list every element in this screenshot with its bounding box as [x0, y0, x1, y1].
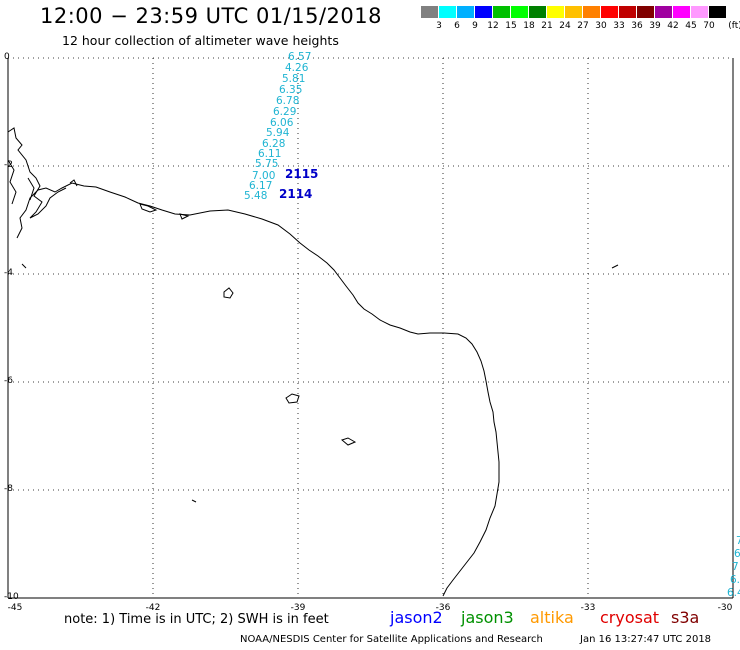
scale-label: 45 — [685, 21, 697, 31]
track-time-label: 2114 — [279, 187, 313, 201]
island-fernando-de-noronha — [285, 393, 300, 404]
satellite-label-jason2: jason2 — [390, 608, 443, 627]
scale-label: 70 — [703, 21, 715, 31]
coastline-northern-islands — [7, 127, 78, 219]
scale-unit-label: (ft) — [728, 21, 740, 31]
scale-label: 36 — [631, 21, 643, 31]
scale-swatch — [691, 6, 708, 18]
scale-label: 39 — [649, 21, 661, 31]
longitude-label: -39 — [290, 603, 306, 613]
wave-height-value-edge: 7 — [732, 561, 739, 573]
latitude-label: -10 — [4, 592, 19, 602]
wave-height-value: 6.35 — [279, 84, 303, 96]
scale-label: 3 — [436, 21, 442, 31]
latitude-label: -6 — [4, 376, 13, 386]
coastline-south-america — [16, 182, 500, 597]
wave-height-value: 5.94 — [266, 127, 290, 139]
scale-label: 27 — [577, 21, 589, 31]
scale-swatch — [457, 6, 474, 18]
scale-label: 12 — [487, 21, 499, 31]
scale-swatch — [529, 6, 546, 18]
track-time-label: 2115 — [285, 167, 319, 181]
scale-swatch — [511, 6, 528, 18]
lat-lon-grid — [7, 57, 734, 599]
scale-label: 21 — [541, 21, 553, 31]
scale-label: 6 — [454, 21, 460, 31]
footer-note: note: 1) Time is in UTC; 2) SWH is in fe… — [64, 612, 329, 627]
scale-swatch — [583, 6, 600, 18]
scale-swatch — [673, 6, 690, 18]
longitude-label: -36 — [435, 603, 451, 613]
scale-label: 18 — [523, 21, 535, 31]
satellite-label-altika: altika — [530, 608, 574, 627]
credit-text: NOAA/NESDIS Center for Satellite Applica… — [240, 634, 543, 645]
wave-height-value: 6.06 — [270, 117, 294, 129]
wave-height-value-edge: 6.4 — [727, 587, 740, 599]
longitude-label: -33 — [580, 603, 596, 613]
scale-swatch — [421, 6, 438, 18]
latitude-label: -4 — [4, 268, 13, 278]
scale-label: 30 — [595, 21, 607, 31]
scale-swatch — [709, 6, 726, 18]
wave-height-value: 5.48 — [244, 190, 268, 202]
scale-label: 42 — [667, 21, 679, 31]
wave-height-value: 7.00 — [252, 170, 276, 182]
generated-timestamp: Jan 16 13:27:47 UTC 2018 — [580, 634, 712, 645]
wave-height-value: 4.26 — [285, 62, 309, 74]
wave-height-value-edge: 6 — [734, 548, 740, 560]
wave-height-value: 5.81 — [282, 73, 306, 85]
scale-label: 24 — [559, 21, 571, 31]
scale-swatch — [655, 6, 672, 18]
wave-height-value: 6.28 — [262, 138, 286, 150]
island-small-east — [340, 437, 357, 446]
island-tiny-northwest — [21, 263, 27, 269]
chart-subtitle: 12 hour collection of altimeter wave hei… — [62, 33, 339, 48]
scale-swatch — [619, 6, 636, 18]
island-marajo-shoal — [139, 203, 190, 220]
scale-swatch — [601, 6, 618, 18]
scale-swatch — [565, 6, 582, 18]
wave-height-value-edge: 6. — [730, 574, 740, 586]
wave-height-value: 5.75 — [255, 158, 279, 170]
wave-height-value: 6.78 — [276, 95, 300, 107]
scale-label: 15 — [505, 21, 517, 31]
scale-label: 33 — [613, 21, 625, 31]
wave-height-value: 6.29 — [273, 106, 297, 118]
satellite-label-jason3: jason3 — [461, 608, 514, 627]
scale-swatch — [547, 6, 564, 18]
latitude-label: -2 — [4, 160, 13, 170]
scale-label: 9 — [472, 21, 478, 31]
longitude-label: -30 — [717, 603, 733, 613]
wave-height-value-edge: 7 — [736, 535, 740, 547]
wave-height-value: 6.11 — [258, 148, 282, 160]
longitude-label: -45 — [7, 603, 23, 613]
island-tiny-west — [191, 499, 197, 503]
scale-swatch — [439, 6, 456, 18]
scale-swatch — [493, 6, 510, 18]
satellite-label-s3a: s3a — [671, 608, 700, 627]
island-st-peter-paul — [611, 264, 619, 269]
scale-swatch — [475, 6, 492, 18]
scale-swatch — [637, 6, 654, 18]
wave-height-value: 6.57 — [288, 51, 312, 63]
latitude-label: -8 — [4, 484, 13, 494]
island-atoll-das-rocas — [223, 287, 234, 299]
latitude-label: 0 — [4, 52, 10, 62]
longitude-label: -42 — [145, 603, 161, 613]
chart-title: 12:00 − 23:59 UTC 01/15/2018 — [40, 4, 383, 28]
satellite-label-cryosat: cryosat — [600, 608, 660, 627]
wave-height-value: 6.17 — [249, 180, 273, 192]
